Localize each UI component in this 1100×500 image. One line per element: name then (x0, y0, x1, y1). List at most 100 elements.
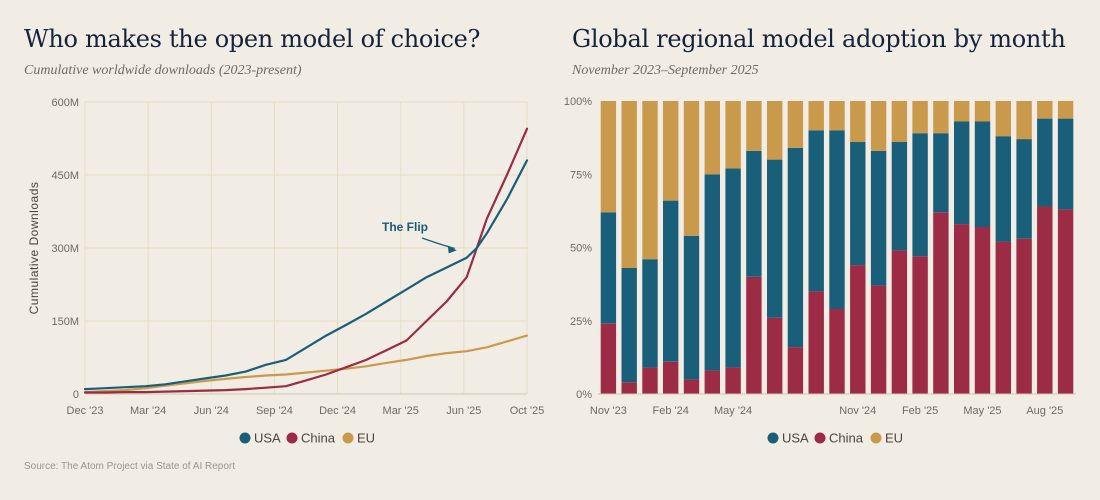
y-tick-label: 75% (570, 169, 592, 181)
bar-segment-china (850, 265, 866, 394)
y-tick-label: 0 (73, 389, 79, 401)
legend-marker-eu (870, 432, 882, 444)
bar-segment-usa (808, 130, 824, 292)
bar-segment-china (995, 241, 1011, 394)
bar-segment-china (663, 361, 679, 394)
bar-segment-usa (683, 235, 700, 380)
bar-segment-china (725, 367, 741, 394)
y-tick-label: 25% (570, 316, 592, 328)
bar-segment-china (870, 285, 887, 394)
x-tick-label: Mar '25 (383, 405, 419, 417)
bar-segment-usa (933, 133, 949, 213)
bar-segment-china (746, 276, 762, 394)
y-tick-label: 450M (51, 170, 79, 182)
bar-segment-eu (933, 101, 949, 134)
x-tick-label: Nov '24 (839, 405, 876, 417)
bar-segment-usa (850, 142, 866, 266)
x-tick-label: Oct '25 (510, 405, 545, 417)
bar-segment-china (974, 227, 991, 394)
bar-segment-usa (974, 121, 991, 227)
bar-segment-eu (787, 101, 804, 148)
bar-segment-usa (600, 212, 617, 324)
y-tick-label: 50% (570, 243, 592, 255)
bar-segment-china (933, 212, 949, 394)
x-tick-label: Jun '25 (446, 405, 481, 417)
y-axis-title: Cumulative Downloads (27, 182, 41, 315)
x-tick-label: Sep '24 (256, 405, 293, 417)
legend-label-eu: EU (357, 431, 375, 446)
x-tick-label: Dec '24 (319, 405, 356, 417)
legend-marker-china (814, 432, 826, 444)
y-tick-label: 100% (564, 96, 592, 108)
x-tick-label: Feb '24 (653, 405, 689, 417)
bar-segment-china (704, 370, 720, 394)
bar-segment-eu (1037, 101, 1053, 119)
bar-segment-china (621, 382, 637, 394)
y-tick-label: 600M (51, 97, 79, 109)
bar-segment-eu (600, 101, 617, 213)
bar-segment-usa (642, 259, 658, 368)
bar-segment-china (1037, 206, 1053, 394)
x-tick-label: Aug '25 (1026, 405, 1063, 417)
bar-segment-eu (870, 101, 887, 151)
bar-segment-usa (829, 130, 845, 309)
bar-segment-china (954, 224, 970, 394)
y-tick-label: 150M (51, 316, 79, 328)
bar-segment-usa (787, 147, 804, 348)
bar-segment-usa (1016, 139, 1032, 239)
legend-marker-china (286, 432, 298, 444)
bar-segment-eu (746, 101, 762, 151)
x-tick-label: Dec '23 (67, 405, 104, 417)
bar-segment-china (767, 317, 783, 394)
bar-segment-eu (850, 101, 866, 142)
bar-segment-usa (621, 268, 637, 383)
bar-segment-china (829, 309, 845, 394)
legend-marker-usa (239, 432, 251, 444)
bar-segment-eu (704, 101, 720, 175)
stacked-bar-chart-regional-adoption: 0% 25% 50% 75% 100% Nov '23 Feb '24 May '24 Nov … (564, 96, 1076, 446)
source-note: Source: The Atom Project via State of AI… (24, 461, 236, 472)
bar-segment-eu (683, 101, 700, 236)
bar-segment-eu (767, 101, 783, 160)
legend-label-usa: USA (254, 431, 281, 446)
bar-segment-usa (1057, 118, 1074, 210)
bar-segment-china (642, 367, 658, 394)
x-tick-label: Jun '24 (194, 405, 229, 417)
bar-segment-usa (767, 159, 783, 318)
bar-segment-usa (1037, 118, 1053, 207)
bar-segment-usa (954, 121, 970, 225)
bar-segment-eu (891, 101, 908, 142)
x-tick-label: Feb '25 (902, 405, 938, 417)
left-chart-subtitle: Cumulative worldwide downloads (2023-pre… (24, 63, 302, 78)
bar-segment-usa (912, 133, 928, 257)
bar-segment-china (600, 323, 617, 394)
bar-segment-eu (829, 101, 845, 131)
bar-segment-eu (663, 101, 679, 201)
bar-segment-china (912, 256, 928, 394)
bar-segment-eu (1016, 101, 1032, 140)
left-chart-title: Who makes the open model of choice? (24, 25, 481, 53)
right-chart-subtitle: November 2023–September 2025 (572, 63, 759, 78)
bar-segment-eu (1057, 101, 1074, 119)
bar-segment-usa (891, 142, 908, 251)
bar-segment-eu (808, 101, 824, 131)
bar-segment-china (891, 250, 908, 394)
bar-segment-usa (870, 150, 887, 286)
annotation-the-flip: The Flip (382, 220, 428, 234)
bar-segment-usa (725, 168, 741, 368)
bar-segment-usa (995, 136, 1011, 242)
legend-label-eu: EU (885, 431, 903, 446)
y-tick-label: 0% (576, 389, 592, 401)
x-tick-label: Mar '24 (130, 405, 166, 417)
bar-segment-usa (746, 150, 762, 277)
bar-segment-eu (974, 101, 991, 122)
annotation-arrowhead (447, 245, 457, 254)
bar-segment-eu (621, 101, 637, 268)
bar-segment-eu (725, 101, 741, 169)
legend-label-china: China (301, 431, 336, 446)
legend-label-usa: USA (782, 431, 809, 446)
bar-segment-china (808, 291, 824, 394)
y-tick-label: 300M (51, 243, 79, 255)
legend-marker-eu (342, 432, 354, 444)
bar-segment-china (787, 347, 804, 394)
